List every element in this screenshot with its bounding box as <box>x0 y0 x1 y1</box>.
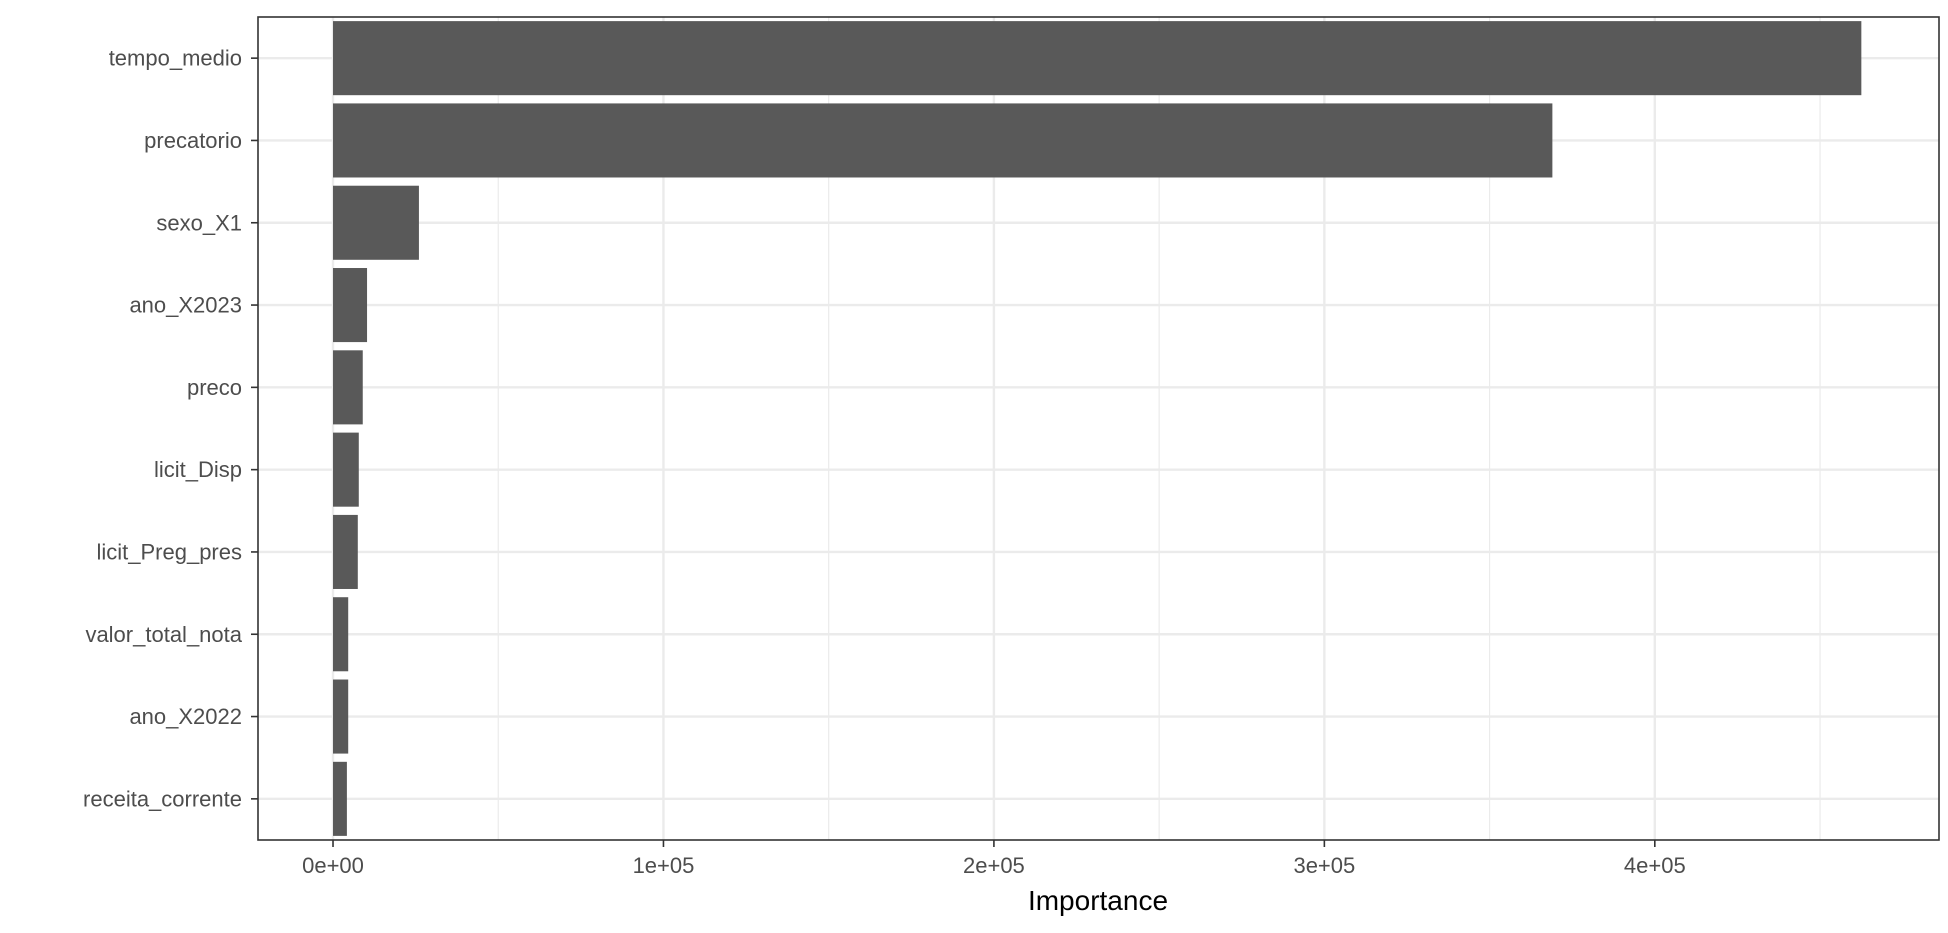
bar-valor_total_nota <box>333 597 349 672</box>
bar-preco <box>333 350 363 425</box>
bars <box>333 21 1862 836</box>
y-tick-label: precatorio <box>144 128 242 153</box>
y-tick-label: valor_total_nota <box>85 622 242 647</box>
panel-border <box>257 16 1940 841</box>
x-tick-label: 2e+05 <box>963 853 1025 878</box>
x-tick-label: 3e+05 <box>1293 853 1355 878</box>
x-tick-label: 0e+00 <box>302 853 364 878</box>
x-tick-label: 4e+05 <box>1624 853 1686 878</box>
bar-ano_X2023 <box>333 268 368 343</box>
bar-precatorio <box>333 103 1553 178</box>
bar-licit_Preg_pres <box>333 514 358 589</box>
y-tick-label: ano_X2023 <box>129 293 242 318</box>
bar-sexo_X1 <box>333 185 419 260</box>
y-tick-label: licit_Disp <box>154 457 242 482</box>
axes: tempo_medio precatorio sexo_X1 ano_X2023pre… <box>83 46 1686 878</box>
bar-receita_corrente <box>333 761 347 836</box>
x-tick-label: 1e+05 <box>633 853 695 878</box>
bar-ano_X2022 <box>333 679 349 754</box>
y-tick-label: tempo_medio <box>109 46 242 71</box>
bar-licit_Disp <box>333 432 359 507</box>
y-tick-label: ano_X2022 <box>129 704 242 729</box>
bar-tempo_medio <box>333 21 1862 96</box>
y-tick-label: preco <box>187 375 242 400</box>
x-axis-title: Importance <box>1028 885 1168 916</box>
y-tick-label: licit_Preg_pres <box>96 539 242 564</box>
y-tick-label: receita_corrente <box>83 786 242 811</box>
y-tick-label: sexo_X1 <box>156 210 242 235</box>
